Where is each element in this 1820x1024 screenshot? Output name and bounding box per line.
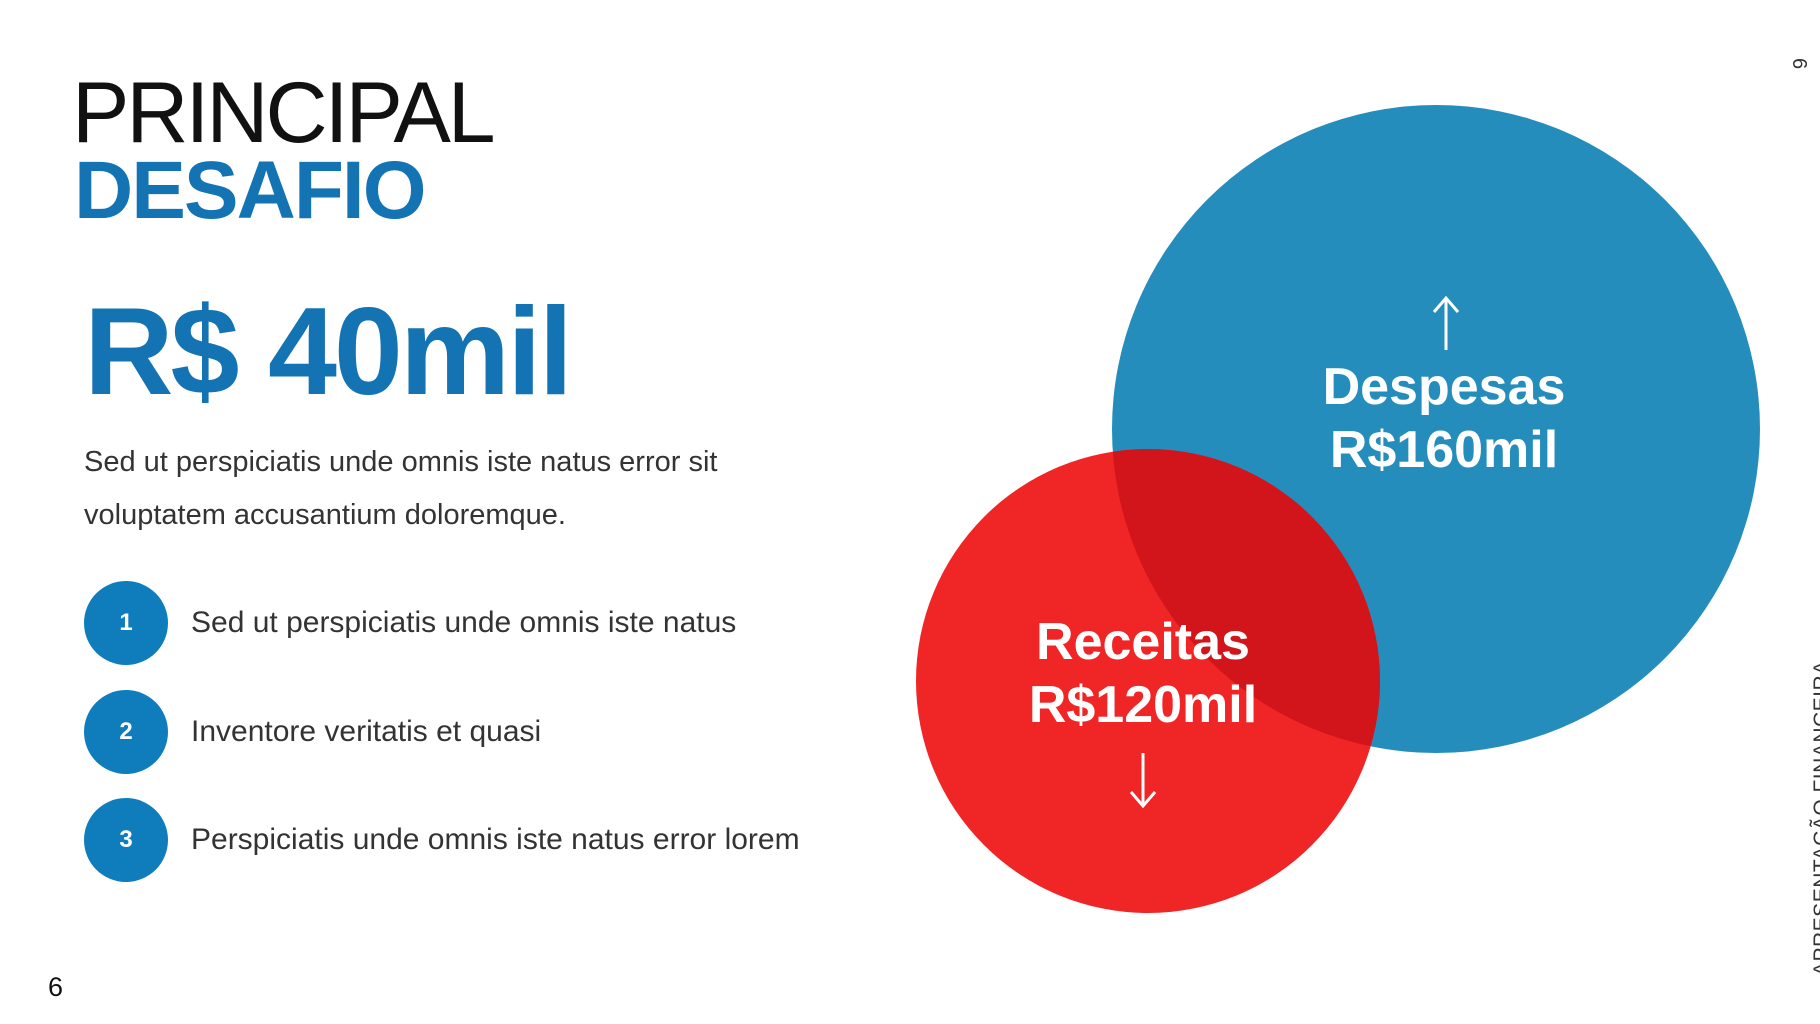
number-badge: 2: [84, 690, 168, 774]
despesas-label: Despesas R$160mil: [1244, 356, 1644, 482]
page-number: 6: [48, 972, 64, 1002]
arrow-down-icon: [1129, 753, 1157, 809]
list-item-text: Inventore veritatis et quasi: [191, 715, 542, 748]
list-item: 2 Inventore veritatis et quasi: [84, 690, 884, 774]
title-line2: DESAFIO: [74, 145, 426, 236]
number-badge: 1: [84, 581, 168, 665]
headline-value: R$ 40mil: [84, 283, 573, 421]
despesas-title: Despesas: [1322, 358, 1566, 416]
list-item: 3 Perspiciatis unde omnis iste natus err…: [84, 798, 884, 882]
arrow-up-icon: [1432, 295, 1460, 350]
receitas-title: Receitas: [1036, 613, 1250, 671]
receitas-value: R$120mil: [1028, 676, 1258, 734]
receitas-label: Receitas R$120mil: [943, 611, 1343, 737]
list-item-text: Sed ut perspiciatis unde omnis iste natu…: [191, 606, 737, 639]
side-label: APRESENTAÇÃO FINANCEIRA: [1810, 660, 1820, 976]
side-page-number: 6: [1788, 58, 1810, 70]
description: Sed ut perspiciatis unde omnis iste natu…: [84, 446, 718, 531]
list-item-text: Perspiciatis unde omnis iste natus error…: [191, 823, 800, 856]
despesas-value: R$160mil: [1329, 421, 1559, 479]
number-badge: 3: [84, 798, 168, 882]
list-item: 1 Sed ut perspiciatis unde omnis iste na…: [84, 581, 884, 665]
title-line1: PRINCIPAL: [72, 65, 496, 161]
